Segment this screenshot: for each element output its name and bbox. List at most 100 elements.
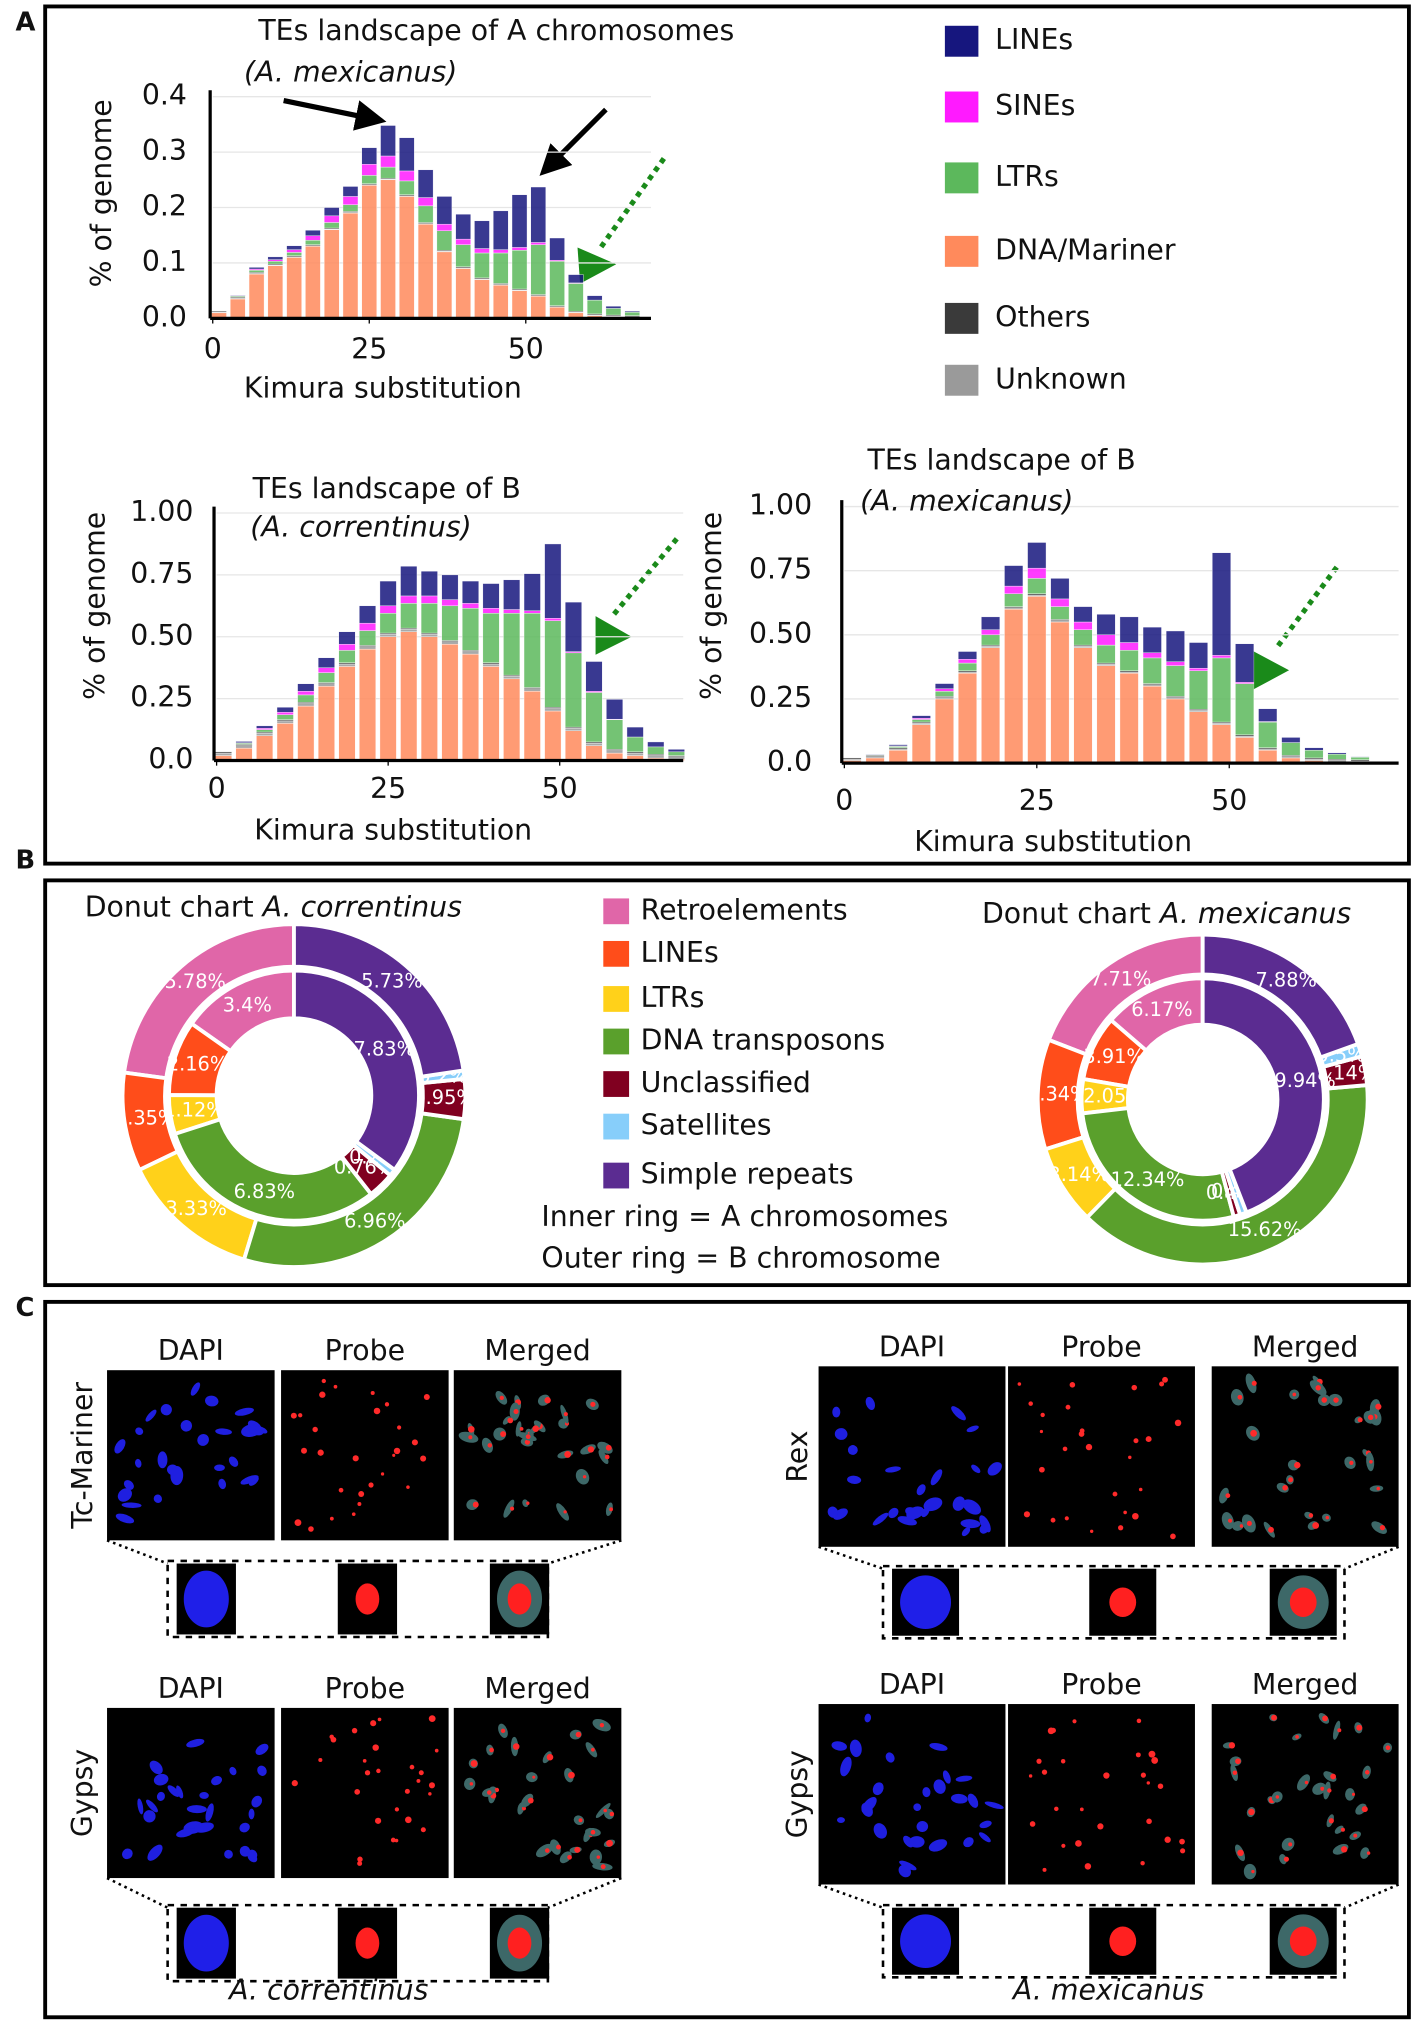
data-label: 19.94% (1262, 1069, 1336, 1092)
zoom-nucleus (900, 1914, 952, 1969)
micrograph (1008, 1366, 1195, 1547)
bar-segment (605, 305, 622, 309)
bar-segment (276, 712, 294, 715)
bar-segment (361, 175, 377, 184)
bar-segment (523, 691, 541, 761)
connector (1343, 1545, 1400, 1570)
bar-segment (1119, 642, 1139, 651)
probe-signal (590, 1401, 596, 1407)
chromosome (885, 1752, 895, 1763)
probe-signal (596, 1855, 601, 1859)
probe-signal (1294, 1461, 1301, 1469)
chart-title: TEs landscape of B (252, 472, 521, 505)
bar-segment (317, 686, 335, 761)
bar-segment (1142, 626, 1162, 653)
arrow (539, 107, 608, 176)
bar-segment (934, 691, 954, 697)
micrograph (281, 1707, 449, 1879)
bar-segment (1327, 753, 1347, 760)
bar-segment (455, 213, 471, 240)
probe-signal (603, 1808, 607, 1813)
probe-signal (487, 1443, 493, 1448)
column-label: Probe (325, 1334, 405, 1367)
chromosome (962, 1499, 982, 1515)
probe-signal (390, 1837, 396, 1843)
probe-signal (1084, 1863, 1092, 1870)
probe-signal (1136, 1718, 1142, 1724)
bar-segment (276, 714, 294, 720)
probe-signal (1275, 1795, 1280, 1799)
bar-segment (511, 247, 528, 251)
chromosome (849, 1739, 862, 1758)
x-tick-label: 0 (208, 772, 226, 805)
probe-signal (321, 1378, 326, 1384)
probe-signal (1060, 1759, 1066, 1764)
bar-segment (544, 618, 562, 621)
bar-segment (462, 580, 479, 604)
y-tick-label: 1.00 (749, 489, 812, 522)
probe-signal (575, 1731, 582, 1738)
chromosome (199, 1791, 209, 1799)
chart-subtitle: (A. mexicanus) (244, 55, 457, 88)
probe-signal (1322, 1715, 1328, 1722)
bar-segment (586, 295, 603, 301)
probe-signal (428, 1792, 432, 1796)
bar-segment (530, 186, 547, 243)
chromosome (197, 1433, 209, 1446)
chromosome (239, 1822, 250, 1833)
bar-segment (441, 641, 459, 645)
zoom-nucleus (183, 1570, 229, 1628)
chromosome (834, 1428, 848, 1440)
bar-segment (420, 595, 438, 604)
data-label: 12.34% (1111, 1168, 1185, 1191)
probe-signal (1340, 1846, 1348, 1853)
probe-signal (1162, 1376, 1168, 1383)
chromosome (176, 1828, 195, 1838)
bar-segment (958, 662, 977, 671)
bar-segment (911, 724, 931, 764)
chromosome (1281, 1837, 1295, 1851)
legend-swatch (944, 25, 979, 57)
legend-swatch (603, 1162, 630, 1189)
probe-signal (1157, 1783, 1164, 1789)
probe-signal (1039, 1429, 1044, 1434)
zoom-nucleus (183, 1914, 229, 1972)
chromosome (145, 1409, 157, 1422)
bar-segment (981, 616, 1001, 630)
probe-signal (1078, 1431, 1085, 1437)
data-label: 6.83% (234, 1180, 295, 1203)
probe-signal (1103, 1772, 1110, 1779)
data-label: 7.88% (1256, 968, 1317, 991)
y-tick-label: 0.2 (142, 190, 187, 223)
bar-segment (1073, 606, 1093, 623)
legend-swatch (944, 162, 979, 194)
chromosome (153, 1773, 169, 1786)
chromosome (888, 1507, 899, 1519)
bar-segment (400, 595, 418, 604)
probe-signal (409, 1764, 415, 1770)
chromosome (978, 1832, 991, 1843)
bar-segment (981, 634, 1001, 646)
title-species: A. correntinus (261, 891, 462, 924)
chromosome (115, 1513, 135, 1524)
probe-signal (1170, 1533, 1176, 1540)
bar-segment (530, 296, 547, 319)
probe-signal (1072, 1719, 1077, 1724)
probe-signal (1353, 1833, 1358, 1838)
bar-segment (267, 256, 284, 260)
bar-segment (1281, 737, 1301, 743)
probe-signal (524, 1439, 531, 1445)
legend-label: DNA transposons (641, 1024, 885, 1057)
probe-signal (373, 1407, 381, 1415)
bar-segment (338, 643, 356, 651)
bar-segment (530, 244, 547, 295)
probe-signal (1069, 1382, 1076, 1388)
x-axis-label: Kimura substitution (244, 371, 522, 404)
probe-signal (377, 1717, 382, 1722)
data-label: 3.4% (223, 993, 272, 1016)
chromosome (847, 1445, 858, 1455)
bar-segment (568, 283, 584, 312)
bar-segment (399, 196, 415, 319)
probe-signal (1146, 1781, 1151, 1785)
x-axis-label: Kimura substitution (254, 813, 532, 846)
